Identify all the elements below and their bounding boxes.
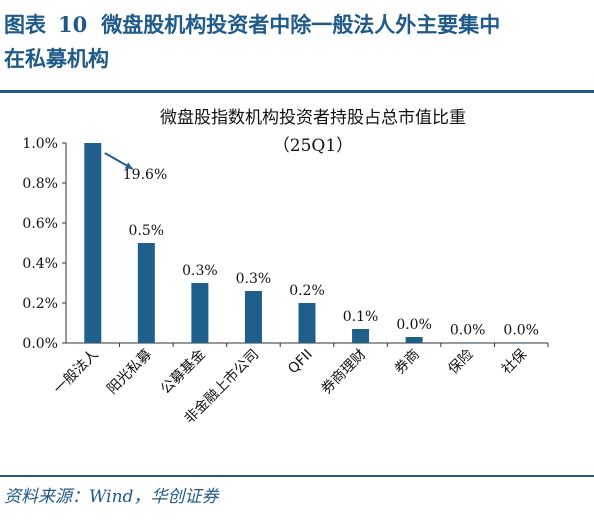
category-label-7: 保险 bbox=[445, 347, 476, 378]
bar-2 bbox=[191, 283, 209, 343]
data-label-8: 0.0% bbox=[503, 322, 539, 338]
figure-number: 10 bbox=[58, 12, 88, 37]
chart-subtitle: （25Q1） bbox=[273, 136, 353, 156]
y-tick-label: 0.2% bbox=[22, 296, 58, 312]
data-label-2: 0.3% bbox=[182, 263, 218, 279]
data-label-5: 0.1% bbox=[343, 309, 379, 325]
figure-label: 图表 bbox=[4, 12, 46, 37]
bar-0 bbox=[84, 143, 102, 343]
data-label-7: 0.0% bbox=[450, 322, 486, 338]
category-label-5: 券商理财 bbox=[318, 347, 369, 398]
category-label-8: 社保 bbox=[499, 347, 530, 378]
annotation-arrow-head bbox=[124, 162, 133, 169]
figure-header: 图表 10 微盘股机构投资者中除一般法人外主要集中 在私募机构 bbox=[0, 0, 594, 88]
bar-5 bbox=[352, 329, 370, 343]
bar-3 bbox=[244, 291, 262, 343]
chart-title: 微盘股指数机构投资者持股占总市值比重 bbox=[160, 108, 466, 128]
data-label-0: 19.6% bbox=[123, 167, 167, 183]
category-label-1: 阳光私募 bbox=[104, 347, 155, 398]
category-label-4: QFII bbox=[285, 347, 316, 378]
plot-area: 0.0% 0.2% 0.4% 0.6% 0.8% 1.0% 19.6% 一般法人 0.5% 阳光私… bbox=[22, 136, 549, 427]
y-tick-label: 0.6% bbox=[22, 216, 58, 232]
figure-title-line2: 在私募机构 bbox=[4, 46, 109, 71]
data-label-6: 0.0% bbox=[396, 317, 432, 333]
category-label-2: 公募基金 bbox=[157, 346, 209, 398]
y-tick-label: 0.4% bbox=[22, 256, 58, 272]
data-label-4: 0.2% bbox=[289, 283, 325, 299]
figure-title-line1: 微盘股机构投资者中除一般法人外主要集中 bbox=[101, 12, 501, 37]
footer-divider bbox=[0, 475, 594, 477]
y-tick-label: 0.8% bbox=[22, 176, 58, 192]
category-label-6: 券商 bbox=[392, 347, 423, 378]
header-divider bbox=[0, 90, 594, 93]
bar-8 bbox=[512, 342, 530, 343]
bar-6 bbox=[405, 337, 423, 343]
bar-4 bbox=[298, 303, 316, 343]
y-tick-label: 1.0% bbox=[22, 136, 58, 152]
data-label-3: 0.3% bbox=[236, 271, 272, 287]
source-note: 资料来源：Wind，华创证券 bbox=[4, 487, 219, 507]
y-tick-label: 0.0% bbox=[22, 336, 58, 352]
bar-7 bbox=[459, 342, 477, 343]
data-label-1: 0.5% bbox=[129, 223, 165, 239]
category-label-0: 一般法人 bbox=[51, 347, 102, 398]
bar-1 bbox=[137, 243, 155, 343]
bar-chart: 微盘股指数机构投资者持股占总市值比重 （25Q1） 0.0%0.2%0.4%0.… bbox=[22, 108, 549, 427]
